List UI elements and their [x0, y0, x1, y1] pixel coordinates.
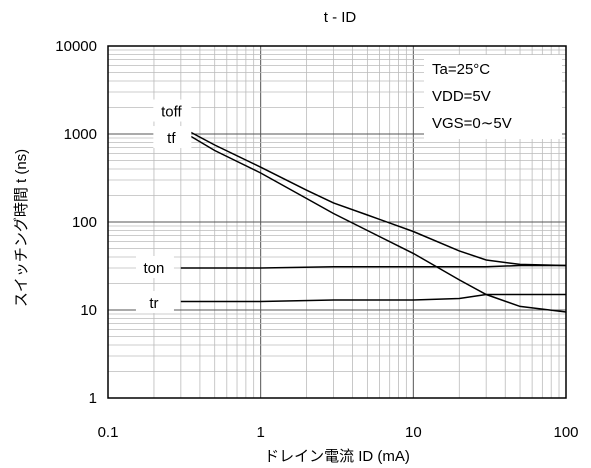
x-tick-label: 0.1 [98, 424, 119, 441]
series-label-tf: tf [167, 130, 176, 147]
series-label-bg [153, 99, 192, 122]
condition-ta: Ta=25°C [432, 61, 490, 78]
condition-vdd: VDD=5V [432, 88, 491, 105]
series-label-bg [153, 126, 192, 149]
x-axis-ticks: 0.1 1 10 100 [98, 424, 579, 441]
y-tick-label: 10 [80, 302, 97, 319]
x-tick-label: 100 [553, 424, 578, 441]
condition-vgs: VGS=0∼5V [432, 115, 512, 132]
x-tick-label: 10 [405, 424, 422, 441]
y-tick-label: 10000 [55, 38, 97, 55]
y-tick-label: 1 [89, 390, 97, 407]
series-label-tr: tr [149, 295, 158, 312]
series-line-ton [180, 264, 566, 269]
grid [108, 46, 566, 398]
series-label-ton: ton [144, 260, 165, 277]
x-tick-label: 1 [256, 424, 264, 441]
series-label-bg [135, 291, 174, 314]
plot-area [107, 45, 567, 399]
series-line-tr [180, 293, 566, 303]
y-tick-label: 1000 [64, 126, 97, 143]
series-line-tf [180, 129, 567, 313]
series-label-toff: toff [161, 104, 182, 121]
y-tick-label: 100 [72, 214, 97, 231]
y-axis-ticks: 1 10 100 1000 10000 [55, 38, 97, 407]
series-labels: toff tf ton tr [135, 99, 192, 314]
series-group [180, 126, 567, 313]
conditions-background [424, 55, 562, 139]
chart-title: t - ID [324, 9, 357, 26]
y-axis-label: スイッチング時間 t (ns) [13, 149, 30, 307]
series-line-toff [180, 126, 567, 267]
x-axis-label: ドレイン電流 ID (mA) [264, 448, 410, 465]
series-label-bg [135, 256, 174, 279]
conditions-box: Ta=25°C VDD=5V VGS=0∼5V [424, 55, 562, 139]
